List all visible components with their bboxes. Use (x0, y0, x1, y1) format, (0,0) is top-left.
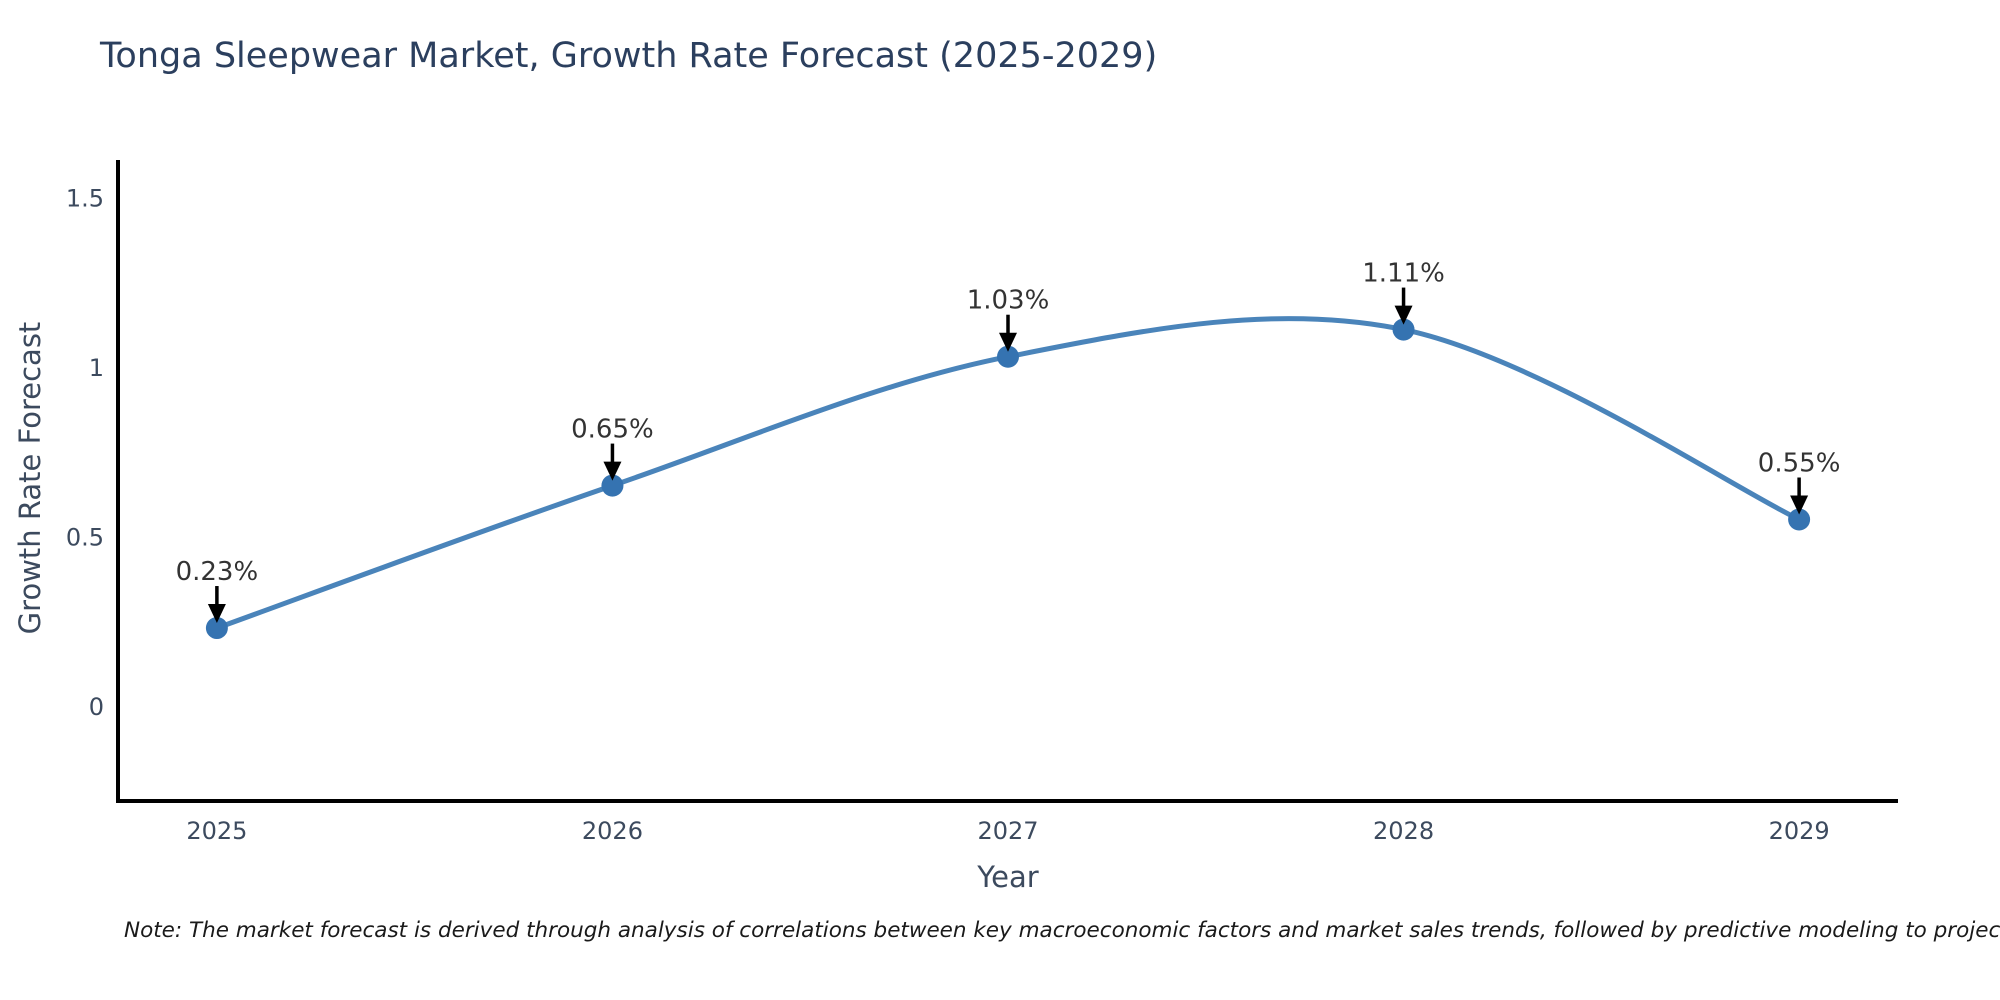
annotation-label: 0.55% (1758, 449, 1841, 479)
x-tick-label: 2029 (1769, 817, 1830, 845)
annotation-label: 0.23% (176, 557, 259, 587)
y-tick-label: 1.5 (66, 184, 104, 212)
data-point-marker (997, 345, 1019, 368)
annotation-label: 0.65% (571, 415, 654, 445)
data-point-marker (205, 617, 228, 640)
annotation-arrow-head (999, 332, 1017, 352)
footnote: Note: The market forecast is derived thr… (124, 918, 2000, 943)
annotation-arrow-head (1394, 305, 1413, 325)
y-tick-label: 1 (89, 354, 104, 382)
y-axis-title: Growth Rate Forecast (13, 321, 47, 635)
annotation-arrow-head (1790, 495, 1809, 515)
y-tick-label: 0 (89, 693, 104, 721)
annotation-label: 1.11% (1362, 259, 1445, 289)
x-tick-label: 2028 (1373, 817, 1434, 845)
x-tick-label: 2026 (582, 817, 643, 845)
x-axis-title: Year (977, 860, 1039, 894)
data-point-marker (1788, 508, 1811, 531)
annotation-arrow-head (207, 604, 226, 624)
chart-title: Tonga Sleepwear Market, Growth Rate Fore… (100, 36, 1158, 76)
x-tick-label: 2027 (977, 817, 1038, 845)
annotation-label: 1.03% (967, 286, 1050, 316)
data-point-marker (601, 474, 624, 497)
data-point-marker (1392, 318, 1415, 341)
annotation-arrow-head (603, 461, 622, 481)
x-tick-label: 2025 (186, 817, 247, 845)
y-tick-label: 0.5 (66, 523, 104, 551)
